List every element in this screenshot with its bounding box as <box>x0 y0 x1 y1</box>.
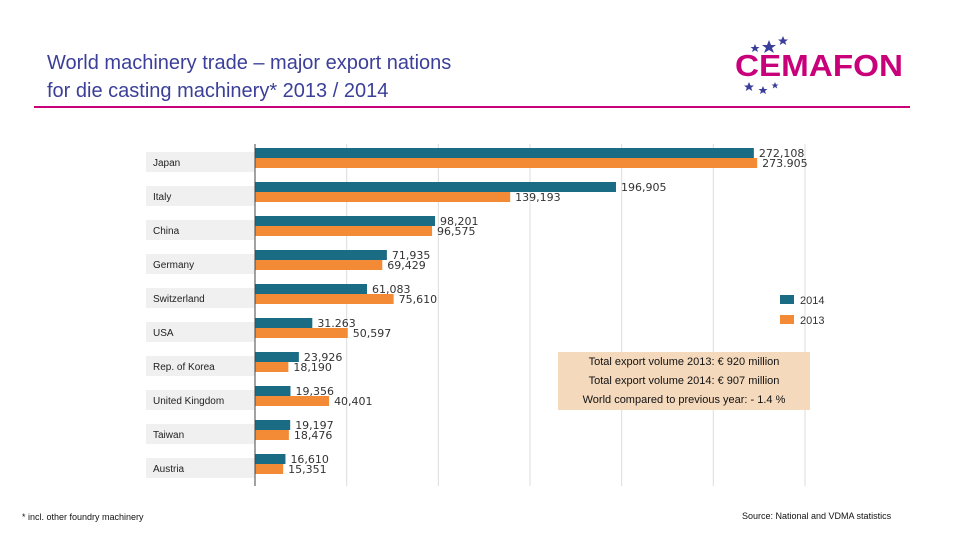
value-label-2013: 50,597 <box>353 327 392 340</box>
value-label-2014: 19,356 <box>295 385 334 398</box>
value-label-2013: 15,351 <box>288 463 327 476</box>
category-label-box <box>146 458 255 478</box>
bar-2014 <box>255 386 291 396</box>
category-label-box <box>146 322 255 342</box>
value-label-2014: 71,935 <box>392 249 431 262</box>
category-label: Italy <box>153 192 171 203</box>
value-label-2014: 19,197 <box>295 419 334 432</box>
legend-label-2014: 2014 <box>800 295 824 307</box>
category-label: China <box>153 226 180 237</box>
bar-2014 <box>255 148 754 158</box>
bar-2014 <box>255 284 367 294</box>
title-line-2: for die casting machinery* 2013 / 2014 <box>47 80 389 102</box>
footnote: * incl. other foundry machinery <box>22 512 144 522</box>
value-label-2014: 61,083 <box>372 283 411 296</box>
bar-2014 <box>255 216 436 226</box>
header-divider <box>34 106 910 108</box>
source-note: Source: National and VDMA statistics <box>742 511 892 521</box>
value-label-2013: 18,190 <box>293 361 332 374</box>
bar-2014 <box>255 182 616 192</box>
category-label: Switzerland <box>153 294 205 305</box>
bar-2013 <box>255 430 289 440</box>
value-label-2014: 272,108 <box>759 147 805 160</box>
bar-2014 <box>255 454 286 464</box>
category-label: United Kingdom <box>153 396 224 407</box>
value-label-2014: 31.263 <box>317 317 356 330</box>
bar-2013 <box>255 294 394 304</box>
bar-2013 <box>255 362 289 372</box>
bar-2014 <box>255 318 313 328</box>
bar-2013 <box>255 158 758 168</box>
legend-swatch-2014 <box>780 295 794 304</box>
title-line-1: World machinery trade – major export nat… <box>47 52 452 74</box>
bar-2014 <box>255 352 299 362</box>
category-label: Germany <box>153 260 194 271</box>
summary-line-change: World compared to previous year: - 1.4 % <box>582 394 786 406</box>
cemafon-logo: CEMAFON <box>735 36 903 94</box>
category-label: Taiwan <box>153 430 184 441</box>
bar-2013 <box>255 192 511 202</box>
category-label-box <box>146 220 255 240</box>
value-label-2013: 75,610 <box>399 293 438 306</box>
value-label-2013: 273.905 <box>762 157 808 170</box>
category-label-box <box>146 424 255 444</box>
bar-2013 <box>255 226 433 236</box>
bar-2013 <box>255 396 330 406</box>
legend: 2014 2013 <box>780 295 824 327</box>
logo-text: CEMAFON <box>735 48 903 83</box>
category-label: USA <box>153 328 174 339</box>
value-label-2013: 139,193 <box>515 191 561 204</box>
summary-line-2014: Total export volume 2014: € 907 million <box>588 375 780 387</box>
category-label-box <box>146 390 255 410</box>
value-label-2013: 18,476 <box>294 429 333 442</box>
legend-swatch-2013 <box>780 315 794 324</box>
page-title: World machinery trade – major export nat… <box>47 49 451 105</box>
bars <box>255 148 758 474</box>
star-icon <box>744 36 788 94</box>
category-label-box <box>146 288 255 308</box>
value-label-2013: 96,575 <box>437 225 476 238</box>
value-label-2014: 23,926 <box>304 351 343 364</box>
category-labels: Japan Italy China Germany Switzerland USA Rep.… <box>146 152 255 478</box>
bar-2013 <box>255 260 383 270</box>
bar-2014 <box>255 420 291 430</box>
export-summary-box: Total export volume 2013: € 920 million … <box>558 352 810 410</box>
category-label-box <box>146 356 255 376</box>
category-label-box <box>146 254 255 274</box>
category-label-box <box>146 186 255 206</box>
category-label: Japan <box>153 158 180 169</box>
bar-2014 <box>255 250 387 260</box>
value-label-2013: 69,429 <box>387 259 426 272</box>
category-label-box <box>146 152 255 172</box>
category-label: Rep. of Korea <box>153 362 215 373</box>
summary-line-2013: Total export volume 2013: € 920 million <box>588 356 780 368</box>
bar-2013 <box>255 328 348 338</box>
legend-label-2013: 2013 <box>800 315 824 327</box>
value-label-2013: 40,401 <box>334 395 373 408</box>
value-label-2014: 196,905 <box>621 181 667 194</box>
value-label-2014: 98,201 <box>440 215 479 228</box>
value-label-2014: 16,610 <box>290 453 329 466</box>
bar-2013 <box>255 464 284 474</box>
category-label: Austria <box>153 464 185 475</box>
